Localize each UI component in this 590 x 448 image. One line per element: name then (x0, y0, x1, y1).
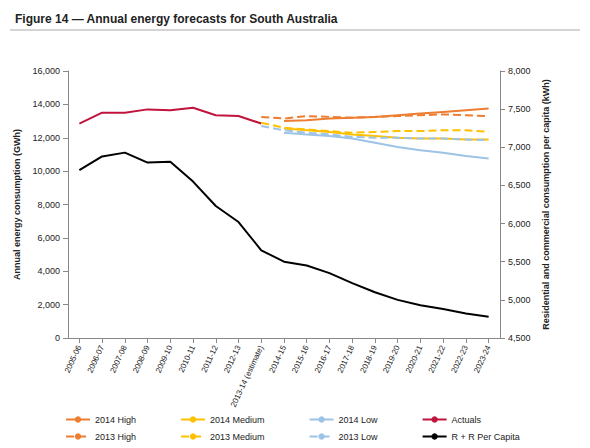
svg-text:14,000: 14,000 (32, 99, 60, 109)
svg-text:5,500: 5,500 (508, 257, 531, 267)
svg-text:6,000: 6,000 (508, 219, 531, 229)
svg-text:16,000: 16,000 (32, 66, 60, 76)
svg-text:2010-11: 2010-11 (177, 344, 198, 374)
svg-text:2015-16: 2015-16 (290, 344, 311, 375)
svg-text:2014 Low: 2014 Low (339, 415, 379, 425)
svg-text:12,000: 12,000 (32, 133, 60, 143)
svg-text:2013 High: 2013 High (95, 432, 136, 442)
svg-text:6,000: 6,000 (37, 233, 60, 243)
svg-text:4,000: 4,000 (37, 266, 60, 276)
svg-text:2012-13: 2012-13 (222, 344, 243, 375)
svg-text:Actuals: Actuals (452, 415, 482, 425)
svg-text:2017-18: 2017-18 (336, 344, 357, 375)
svg-text:2023-24: 2023-24 (472, 344, 493, 375)
svg-text:2006-07: 2006-07 (86, 344, 107, 375)
svg-text:Figure 14 — Annual energy fore: Figure 14 — Annual energy forecasts for … (15, 12, 338, 26)
svg-text:2005-06: 2005-06 (63, 344, 84, 375)
svg-text:Annual energy consumption (GWh: Annual energy consumption (GWh) (12, 129, 22, 280)
svg-text:8,000: 8,000 (37, 200, 60, 210)
svg-text:7,000: 7,000 (508, 142, 531, 152)
svg-text:2011-12: 2011-12 (200, 344, 221, 374)
svg-text:2016-17: 2016-17 (313, 344, 334, 375)
svg-text:4,500: 4,500 (508, 333, 531, 343)
svg-text:2019-20: 2019-20 (381, 344, 402, 375)
svg-text:2022-23: 2022-23 (449, 344, 470, 375)
svg-text:7,500: 7,500 (508, 104, 531, 114)
svg-text:2014 High: 2014 High (95, 415, 136, 425)
svg-text:2021-22: 2021-22 (427, 344, 448, 375)
svg-text:5,000: 5,000 (508, 295, 531, 305)
svg-text:2014 Medium: 2014 Medium (210, 415, 265, 425)
svg-text:2008-09: 2008-09 (131, 344, 152, 375)
svg-text:6,500: 6,500 (508, 180, 531, 190)
svg-text:2018-19: 2018-19 (358, 344, 379, 375)
svg-text:10,000: 10,000 (32, 166, 60, 176)
svg-text:2020-21: 2020-21 (404, 344, 425, 375)
svg-text:2013 Medium: 2013 Medium (210, 432, 265, 442)
svg-text:8,000: 8,000 (508, 66, 531, 76)
svg-text:2007-08: 2007-08 (108, 344, 129, 375)
svg-text:Residential and commercial con: Residential and commercial consumption p… (541, 79, 551, 330)
svg-text:2,000: 2,000 (37, 300, 60, 310)
svg-text:2014-15: 2014-15 (268, 344, 289, 375)
svg-text:2013 Low: 2013 Low (339, 432, 379, 442)
svg-text:R + R Per Capita: R + R Per Capita (452, 432, 520, 442)
svg-text:2009-10: 2009-10 (154, 344, 175, 375)
svg-text:0: 0 (55, 333, 60, 343)
svg-text:2013-14 (estimate): 2013-14 (estimate) (229, 344, 266, 409)
